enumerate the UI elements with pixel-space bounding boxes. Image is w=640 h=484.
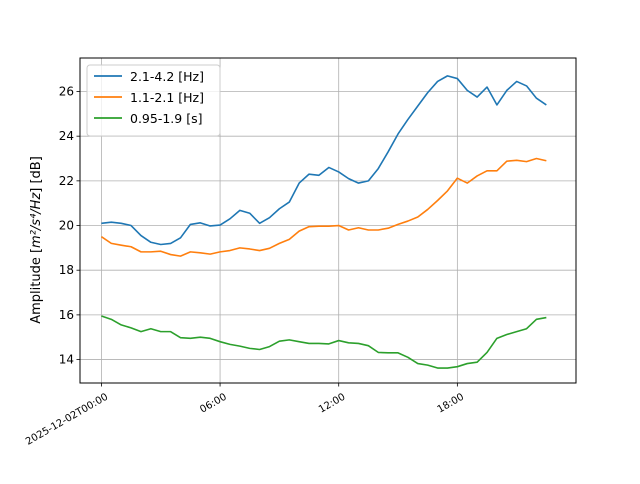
x-axis: 2025-12-02T00:00 06:00 12:00 18:00 xyxy=(24,383,466,448)
x-tick-label: 12:00 xyxy=(317,392,347,416)
y-tick-label: 14 xyxy=(59,353,74,367)
y-tick-label: 24 xyxy=(59,129,74,143)
y-tick-label: 16 xyxy=(59,308,74,322)
plot-frame xyxy=(79,57,577,384)
y-tick-label: 18 xyxy=(59,263,74,277)
series-line-3 xyxy=(101,315,547,369)
x-tick-label: 18:00 xyxy=(436,392,466,416)
y-tick-label: 26 xyxy=(59,85,74,99)
series-line-2 xyxy=(100,157,547,257)
legend-label-2: 1.1-2.1 [Hz] xyxy=(130,90,204,105)
legend: 2.1-4.2 [Hz] 1.1-2.1 [Hz] 0.95-1.9 [s] xyxy=(86,64,221,137)
legend-label-3: 0.95-1.9 [s] xyxy=(130,111,202,126)
y-tick-label: 20 xyxy=(59,219,74,233)
y-axis: 14 16 18 20 22 24 26 xyxy=(59,85,80,367)
x-tick-label: 2025-12-02T00:00 xyxy=(24,392,110,448)
series-line-1 xyxy=(101,75,547,246)
series-layer xyxy=(100,75,547,369)
y-axis-label: Amplitude [m²/s⁴/Hz] [dB] xyxy=(29,156,44,324)
y-tick-label: 22 xyxy=(59,174,74,188)
legend-label-1: 2.1-4.2 [Hz] xyxy=(130,69,204,84)
x-tick-label: 06:00 xyxy=(198,392,228,416)
